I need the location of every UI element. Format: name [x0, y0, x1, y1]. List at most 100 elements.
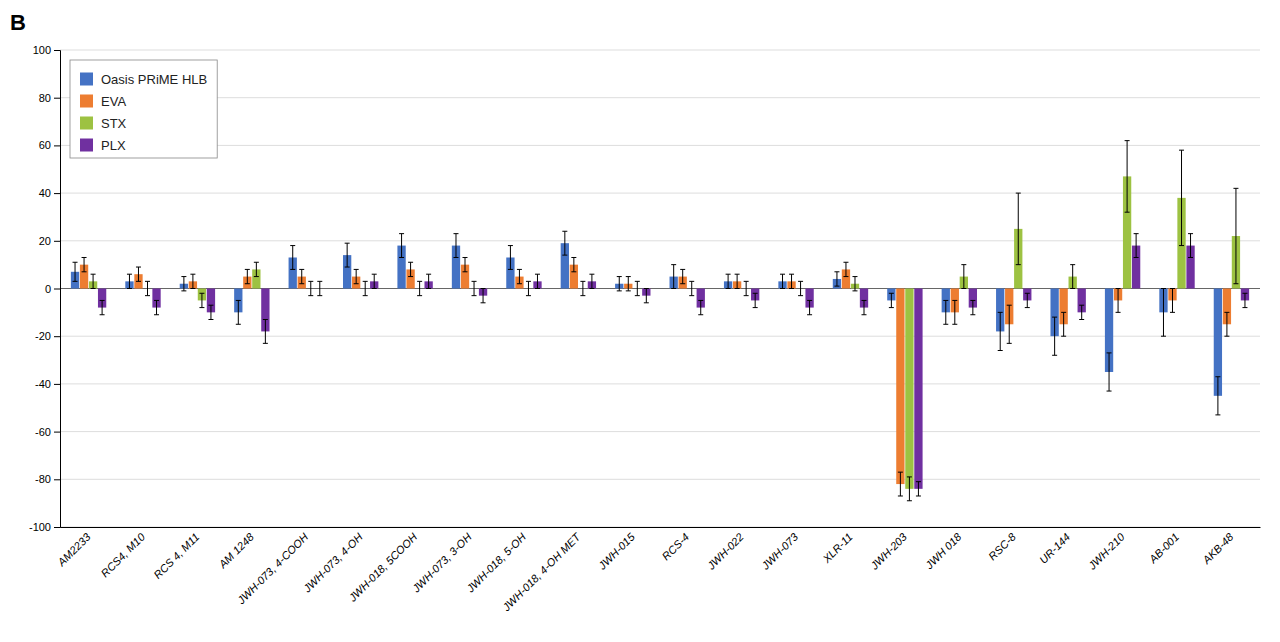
error-bar [789, 274, 794, 288]
tick-label: RSC-8 [986, 530, 1018, 562]
error-bar [508, 246, 513, 270]
tick-mark [54, 527, 60, 528]
tick-label: 80 [39, 92, 51, 104]
error-bar [1224, 312, 1229, 336]
tick: JWH-073 [759, 530, 801, 572]
error-bar [408, 262, 413, 276]
tick-label: RCS4, M10 [98, 530, 147, 579]
bar [914, 289, 922, 489]
error-bar [100, 300, 105, 314]
error-bar [481, 289, 486, 303]
legend-item: PLX [80, 138, 126, 153]
tick-mark [54, 479, 60, 480]
error-bar [127, 274, 132, 288]
error-bar [735, 274, 740, 288]
tick-mark [54, 241, 60, 242]
tick-mark [54, 384, 60, 385]
error-bar [943, 300, 948, 324]
tick: 60 [39, 139, 60, 151]
error-bar [263, 320, 268, 344]
error-bar [308, 281, 313, 295]
error-bar [82, 257, 87, 271]
error-bar [1215, 377, 1220, 415]
tick-label: JWH 018 [922, 530, 964, 572]
tick-label: AB-001 [1146, 531, 1181, 566]
tick-mark [54, 193, 60, 194]
error-bar [1188, 234, 1193, 258]
tick: -40 [35, 378, 60, 390]
error-bar [744, 281, 749, 295]
chart: B-100-80-60-40-20020406080100AM2233RCS4,… [0, 0, 1280, 642]
error-bar [753, 293, 758, 307]
tick-label: JWH-073, 4-COOH [234, 531, 310, 607]
legend-label: STX [101, 116, 127, 131]
error-bar [463, 257, 468, 271]
error-bar [354, 269, 359, 283]
y-axis: -100-80-60-40-20020406080100 [29, 44, 61, 533]
grid-line [60, 145, 1260, 146]
tick-label: 100 [33, 44, 51, 56]
error-bar [843, 262, 848, 276]
error-bar [1016, 193, 1021, 265]
series [98, 234, 1249, 496]
tick-label: -80 [35, 473, 51, 485]
error-bar [689, 281, 694, 295]
legend-swatch [80, 139, 93, 152]
error-bar [961, 265, 966, 289]
tick: JWH-203 [867, 530, 909, 572]
axis-line [61, 527, 1261, 528]
error-bar [208, 305, 213, 319]
grid-line [60, 50, 1260, 51]
series [80, 257, 1231, 496]
error-bar [535, 274, 540, 288]
tick: -100 [29, 521, 60, 533]
bar [896, 289, 904, 485]
bar [905, 289, 913, 489]
error-bar [1007, 305, 1012, 343]
legend-item: Oasis PRiME HLB [80, 72, 207, 87]
tick: -60 [35, 426, 60, 438]
tick: 20 [39, 235, 60, 247]
series [71, 231, 1222, 415]
error-bar [907, 477, 912, 501]
tick-label: JWH-073 [759, 530, 801, 572]
tick: RCS-4 [660, 531, 692, 563]
error-bar [952, 300, 957, 324]
error-bar [1116, 289, 1121, 313]
error-bar [1025, 293, 1030, 307]
tick-label: 20 [39, 235, 51, 247]
tick: RCS4, M10 [98, 530, 147, 579]
error-bar [453, 234, 458, 258]
error-bar [417, 281, 422, 295]
error-bar [254, 262, 259, 276]
error-bar [644, 289, 649, 303]
tick-label: AM 1248 [216, 530, 257, 571]
tick: 0 [45, 283, 60, 295]
legend-label: Oasis PRiME HLB [101, 72, 207, 87]
error-bar [889, 293, 894, 307]
legend-swatch [80, 95, 93, 108]
tick: RSC-8 [986, 530, 1018, 562]
error-bar [970, 300, 975, 314]
error-bar [798, 281, 803, 295]
error-bar [898, 472, 903, 496]
error-bar [571, 257, 576, 271]
grid-line [60, 527, 1260, 528]
tick-label: -60 [35, 426, 51, 438]
tick-label: RCS 4, M11 [151, 531, 201, 581]
tick: 40 [39, 187, 60, 199]
error-bar [91, 274, 96, 288]
error-bar [617, 277, 622, 291]
tick: UR-144 [1037, 531, 1072, 566]
grid-line [60, 193, 1260, 194]
error-bar [780, 274, 785, 288]
error-bar [862, 300, 867, 314]
error-bar [698, 300, 703, 314]
error-bar [290, 246, 295, 270]
error-bar [399, 234, 404, 258]
tick: JWH-018, 5COOH [346, 531, 420, 605]
plot: -100-80-60-40-20020406080100AM2233RCS4, … [29, 44, 1261, 614]
tick: AM2233 [55, 530, 94, 569]
error-bar [345, 243, 350, 267]
tick-mark [54, 336, 60, 337]
